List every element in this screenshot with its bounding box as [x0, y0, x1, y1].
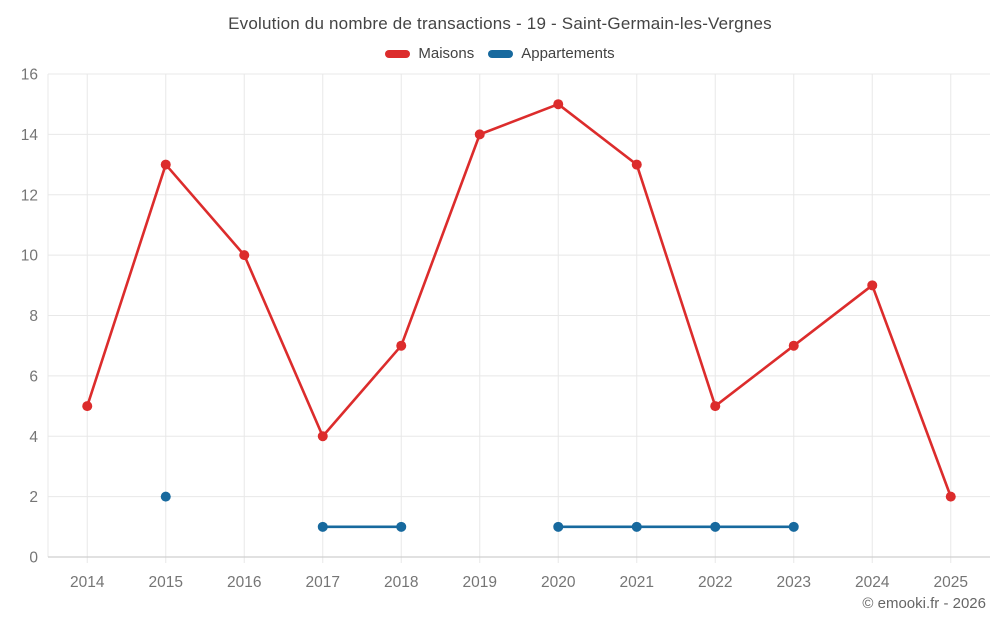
maisons-point[interactable] [82, 401, 93, 412]
y-axis-label: 2 [29, 489, 38, 506]
y-axis-label: 8 [29, 308, 38, 325]
maisons-point[interactable] [396, 340, 407, 351]
y-axis-label: 10 [21, 248, 39, 265]
chart-title: Evolution du nombre de transactions - 19… [228, 14, 772, 33]
maisons-point[interactable] [710, 401, 721, 412]
legend-item-appartements[interactable]: Appartements [488, 45, 615, 62]
maisons-point[interactable] [317, 431, 328, 442]
maisons-line-segment [85, 102, 953, 498]
legend-item-maisons[interactable]: Maisons [385, 45, 474, 62]
x-axis-label: 2017 [306, 574, 340, 591]
x-axis-label: 2020 [541, 574, 576, 591]
x-axis-label: 2018 [384, 574, 418, 591]
appartements-point[interactable] [710, 521, 721, 532]
maisons-point[interactable] [239, 250, 250, 261]
maisons-point[interactable] [160, 159, 171, 170]
appartements-legend-swatch [488, 49, 514, 58]
y-axis-label: 0 [29, 550, 38, 567]
maisons-point[interactable] [945, 491, 956, 502]
y-axis-label: 14 [21, 127, 39, 144]
maisons-point[interactable] [474, 129, 485, 140]
appartements-point[interactable] [396, 521, 407, 532]
appartements-legend-label: Appartements [521, 45, 615, 62]
maisons-point[interactable] [867, 280, 878, 291]
maisons-legend-label: Maisons [418, 45, 475, 62]
x-axis-label: 2022 [698, 574, 732, 591]
x-axis-label: 2019 [463, 574, 497, 591]
appartements-point[interactable] [160, 491, 171, 502]
maisons-point[interactable] [788, 340, 799, 351]
y-axis-label: 4 [29, 429, 38, 446]
y-axis-label: 12 [21, 187, 38, 204]
x-axis-label: 2016 [227, 574, 261, 591]
x-axis-label: 2024 [855, 574, 890, 591]
x-axis-label: 2015 [149, 574, 183, 591]
appartements-point[interactable] [631, 521, 642, 532]
y-axis-label: 6 [29, 368, 38, 385]
x-axis-label: 2021 [620, 574, 654, 591]
x-axis-label: 2025 [934, 574, 968, 591]
appartements-point[interactable] [788, 521, 799, 532]
chart-legend: Maisons Appartements [0, 45, 1000, 62]
maisons-point[interactable] [631, 159, 642, 170]
maisons-point[interactable] [553, 99, 564, 110]
y-axis-label: 16 [21, 67, 38, 84]
x-axis-label: 2014 [70, 574, 105, 591]
attribution-text: © emooki.fr - 2026 [862, 595, 986, 612]
x-axis-label: 2023 [777, 574, 811, 591]
appartements-point[interactable] [317, 521, 328, 532]
appartements-point[interactable] [553, 521, 564, 532]
maisons-legend-swatch [385, 49, 411, 58]
